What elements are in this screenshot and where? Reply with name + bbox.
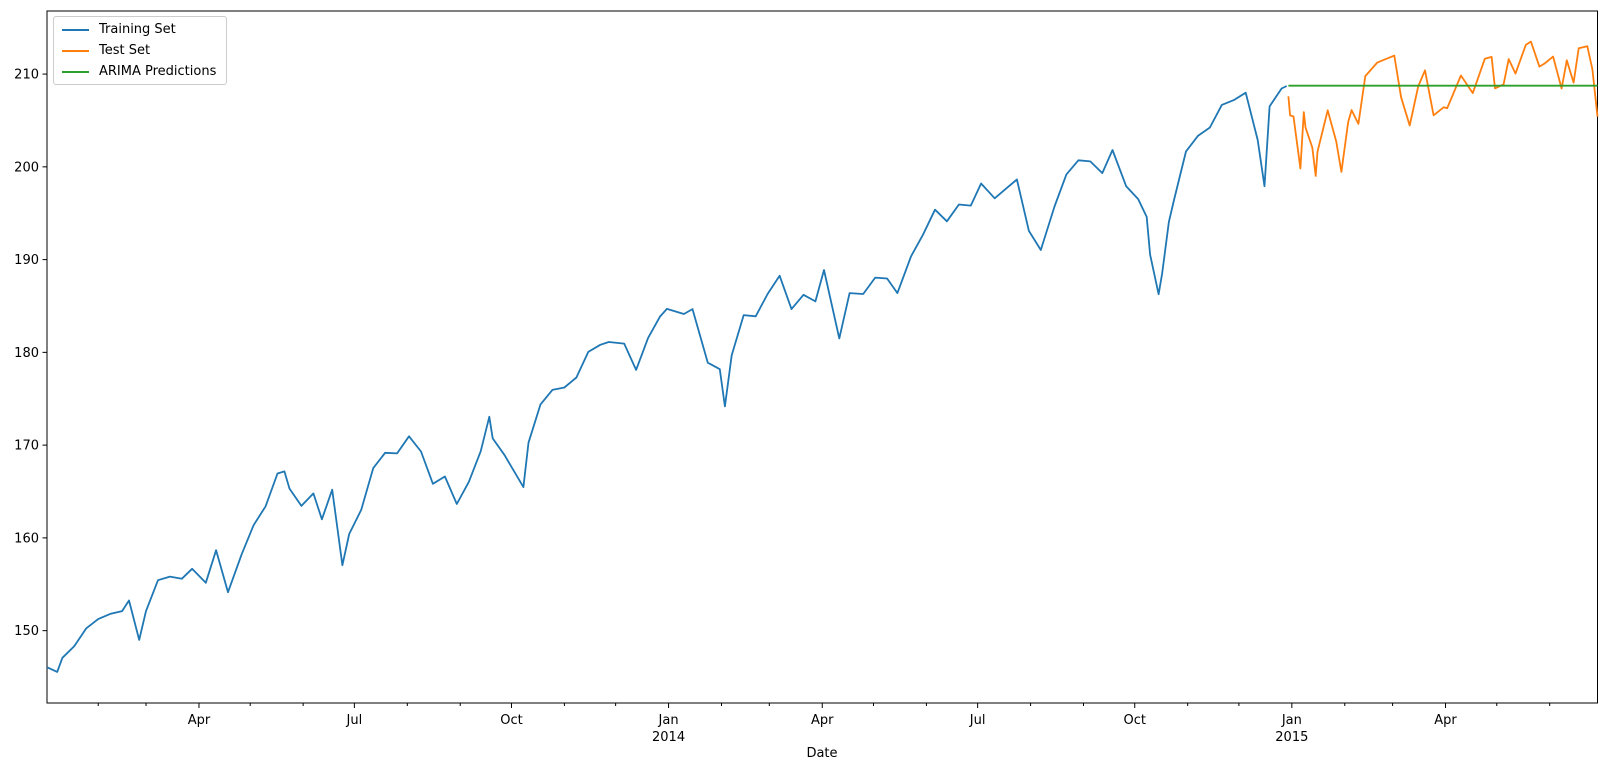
- y-tick-label: 150: [14, 624, 39, 639]
- x-tick-label: Apr: [1434, 713, 1457, 728]
- legend-line-swatch-test: [62, 49, 89, 52]
- x-tick-label: Apr: [811, 713, 834, 728]
- training-set-line: [46, 85, 1288, 673]
- x-axis-label: Date: [806, 746, 837, 761]
- x-tick-label: Jul: [346, 713, 363, 728]
- x-tick-label: Oct: [1123, 713, 1145, 728]
- y-tick-label: 180: [14, 346, 39, 361]
- legend-line-swatch-arima: [62, 70, 89, 73]
- y-tick-label: 190: [14, 253, 39, 268]
- legend-item-arima-predictions: ARIMA Predictions: [62, 64, 216, 79]
- legend-line-swatch-training: [62, 28, 89, 31]
- x-tick-label: Oct: [500, 713, 522, 728]
- x-tick-label: Jul: [969, 713, 986, 728]
- axes-layer: 150 160 170 180 190 200 210 Apr Jul Oct Jan 2014 Apr…: [14, 10, 1598, 745]
- x-tick-label: Apr: [188, 713, 211, 728]
- legend: Training Set Test Set ARIMA Predictions: [53, 16, 228, 85]
- legend-label-training: Training Set: [99, 22, 176, 37]
- legend-label-test: Test Set: [99, 43, 151, 58]
- test-set-line: [1287, 40, 1599, 177]
- series-layer: [46, 40, 1599, 673]
- y-tick-label: 160: [14, 531, 39, 546]
- x-tick-label: Jan: [1281, 713, 1302, 728]
- y-tick-label: 170: [14, 439, 39, 454]
- legend-item-test-set: Test Set: [62, 43, 216, 58]
- legend-label-arima: ARIMA Predictions: [99, 64, 217, 79]
- plot-spines: [46, 10, 1598, 704]
- y-tick-label: 210: [14, 68, 39, 83]
- x-tick-year-label: 2014: [652, 730, 685, 745]
- legend-item-training-set: Training Set: [62, 22, 216, 37]
- x-tick-year-label: 2015: [1275, 730, 1308, 745]
- y-tick-label: 200: [14, 160, 39, 175]
- x-tick-label: Jan: [658, 713, 679, 728]
